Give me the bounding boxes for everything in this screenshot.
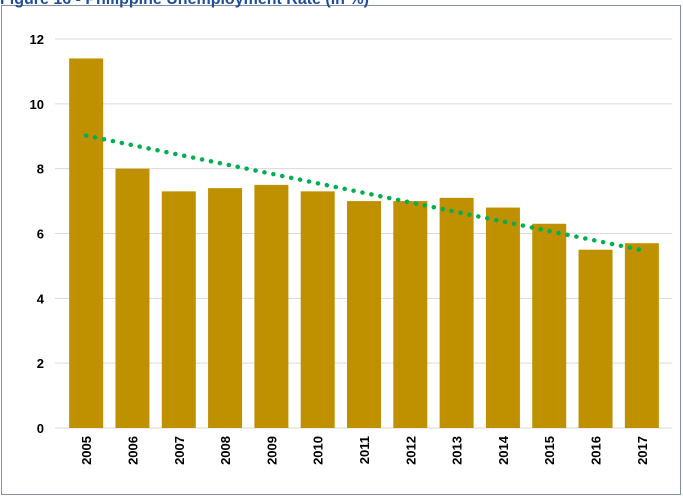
x-tick-label: 2016	[589, 436, 604, 465]
bar	[208, 188, 243, 428]
x-tick-label: 2011	[357, 436, 372, 464]
bar	[624, 243, 659, 428]
y-tick-label: 10	[30, 97, 44, 112]
y-tick-label: 6	[37, 227, 44, 242]
x-tick-label: 2006	[125, 436, 140, 465]
x-tick-label: 2013	[450, 436, 465, 465]
bar	[69, 58, 104, 428]
bar	[532, 223, 567, 428]
trendline	[83, 133, 645, 253]
bar	[347, 201, 381, 428]
bar	[254, 184, 289, 428]
y-tick-label: 12	[30, 32, 44, 47]
bar	[393, 201, 428, 428]
x-tick-label: 2017	[635, 436, 650, 465]
bar	[485, 207, 520, 428]
x-tick-label: 2005	[79, 436, 94, 465]
bar	[578, 249, 613, 428]
x-tick-label: 2007	[172, 436, 187, 465]
y-tick-label: 0	[37, 421, 44, 436]
y-tick-label: 8	[37, 162, 44, 177]
bar	[115, 168, 150, 428]
x-tick-label: 2008	[218, 436, 233, 465]
y-tick-label: 4	[37, 291, 45, 306]
x-tick-label: 2012	[403, 436, 418, 465]
x-tick-label: 2015	[542, 436, 557, 465]
chart-frame	[1, 5, 681, 495]
chart-title: Figure 16 - Philippine Unemployment Rate…	[0, 0, 369, 8]
x-tick-label: 2014	[496, 435, 511, 465]
bar	[161, 191, 196, 428]
bar	[439, 197, 474, 428]
x-tick-label: 2009	[264, 436, 279, 465]
y-tick-label: 2	[37, 356, 44, 371]
x-tick-label: 2010	[311, 436, 326, 465]
bar	[300, 191, 335, 428]
